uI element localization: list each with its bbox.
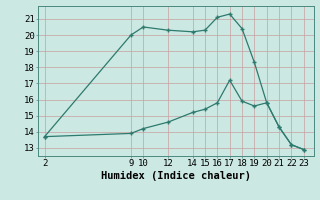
X-axis label: Humidex (Indice chaleur): Humidex (Indice chaleur) xyxy=(101,171,251,181)
